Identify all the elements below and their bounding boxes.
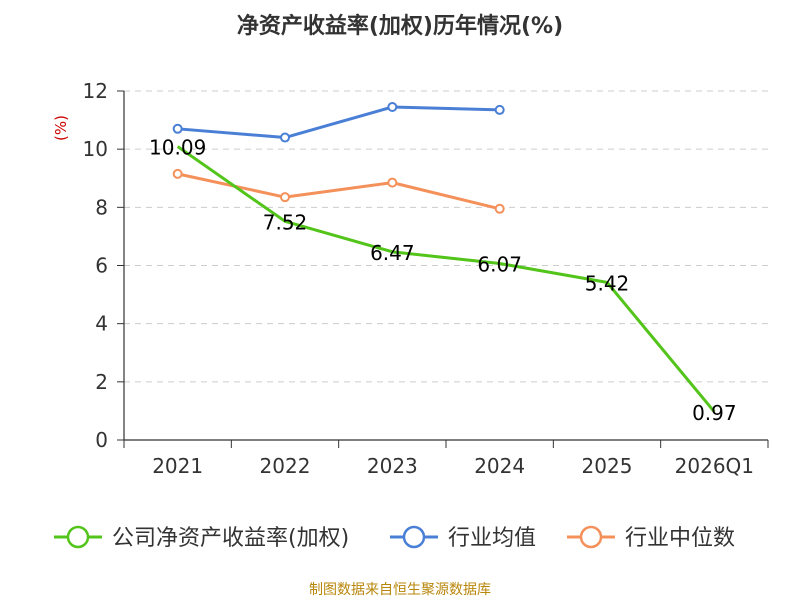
y-tick-label: 4 bbox=[95, 312, 108, 336]
series-marker-1 bbox=[387, 101, 398, 112]
y-tick-label: 2 bbox=[95, 370, 108, 394]
x-tick-label: 2024 bbox=[474, 454, 525, 478]
chart-title: 净资产收益率(加权)历年情况(%) bbox=[237, 13, 563, 39]
y-tick-label: 0 bbox=[95, 428, 108, 452]
series-marker-2 bbox=[172, 168, 183, 179]
data-label: 0.97 bbox=[692, 401, 737, 425]
x-tick-label: 2021 bbox=[152, 454, 203, 478]
legend-item-company-roe[interactable]: 公司净资产收益率(加权) bbox=[54, 525, 349, 551]
x-tick-label: 2023 bbox=[367, 454, 418, 478]
axes: 0 2 4 6 8 10 12 2021 2022 2023 2024 2025 2026Q1 bbox=[83, 79, 769, 478]
series-marker-1 bbox=[172, 123, 183, 134]
x-tick-label: 2022 bbox=[260, 454, 311, 478]
x-tick-label: 2026Q1 bbox=[675, 454, 754, 478]
source-note: 制图数据来自恒生聚源数据库 bbox=[309, 582, 491, 598]
legend-marker-swatch bbox=[66, 525, 90, 549]
data-label: 7.52 bbox=[263, 210, 308, 234]
series-layer bbox=[172, 101, 716, 413]
series-marker-1 bbox=[494, 104, 505, 115]
x-tick-label: 2025 bbox=[582, 454, 633, 478]
data-label: 6.07 bbox=[477, 252, 522, 276]
y-tick-label: 12 bbox=[83, 79, 108, 103]
legend-item-industry-mean[interactable]: 行业均值 bbox=[390, 525, 536, 551]
series-marker-2 bbox=[387, 177, 398, 188]
y-axis-unit-label: (%) bbox=[52, 115, 70, 141]
legend-marker-swatch bbox=[579, 525, 603, 549]
gridlines bbox=[124, 90, 768, 383]
legend[interactable]: 公司净资产收益率(加权) 行业均值 行业中位数 bbox=[54, 525, 735, 551]
legend-label: 公司净资产收益率(加权) bbox=[112, 526, 349, 551]
data-label: 10.09 bbox=[149, 136, 206, 160]
y-tick-label: 10 bbox=[83, 137, 108, 161]
series-marker-2 bbox=[280, 192, 290, 203]
series-marker-2 bbox=[494, 203, 505, 214]
data-labels: 10.09 7.52 6.47 6.07 5.42 0.97 bbox=[149, 136, 737, 425]
series-line-0 bbox=[176, 145, 716, 413]
legend-marker-swatch bbox=[402, 525, 426, 549]
data-label: 5.42 bbox=[585, 271, 630, 295]
y-tick-label: 6 bbox=[95, 254, 108, 278]
series-line-1 bbox=[177, 105, 500, 140]
legend-label: 行业均值 bbox=[448, 526, 536, 551]
legend-label: 行业中位数 bbox=[625, 526, 735, 551]
y-tick-label: 8 bbox=[95, 195, 108, 219]
legend-item-industry-median[interactable]: 行业中位数 bbox=[567, 525, 735, 551]
data-label: 6.47 bbox=[370, 241, 415, 265]
series-marker-1 bbox=[280, 132, 290, 143]
